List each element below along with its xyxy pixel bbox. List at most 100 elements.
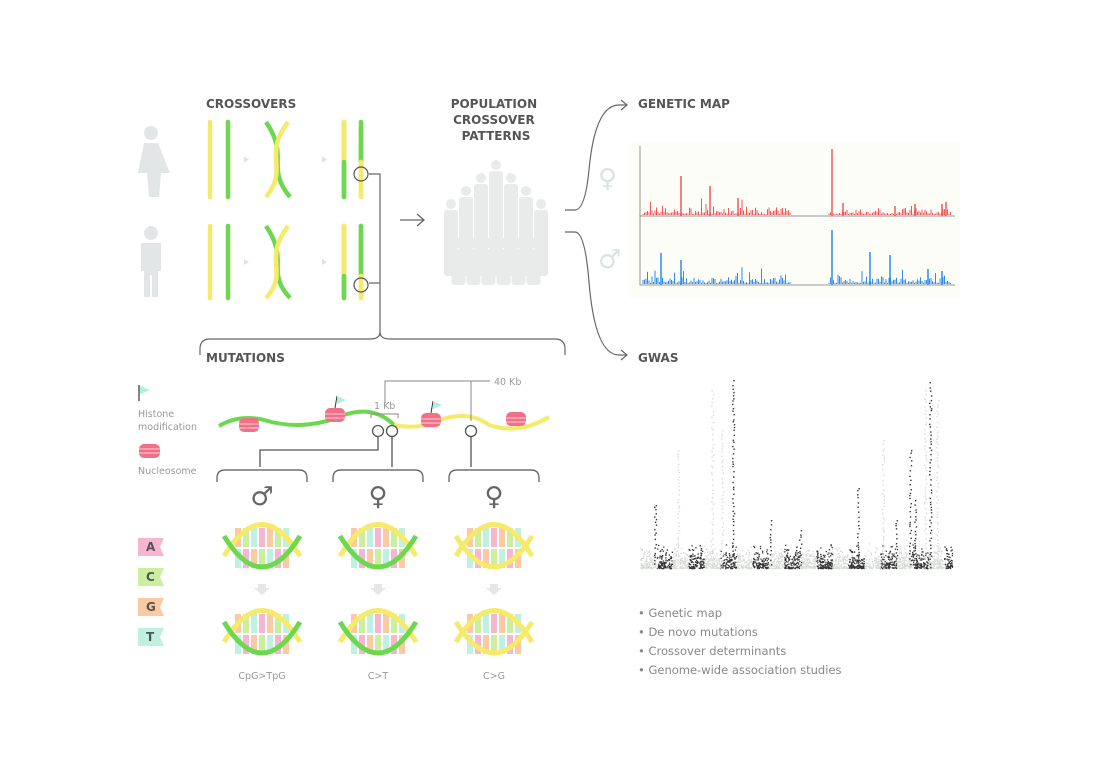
- gwas-point: [900, 564, 902, 566]
- gwas-point: [666, 549, 668, 551]
- gwas-point: [687, 554, 689, 556]
- gwas-point: [816, 565, 818, 567]
- gwas-point: [655, 564, 658, 566]
- gwas-peak-point: [711, 562, 714, 564]
- gwas-point: [677, 565, 679, 567]
- gwas-point: [683, 560, 686, 562]
- gwas-peak-point: [882, 484, 885, 486]
- gwas-point: [696, 564, 698, 567]
- gwas-point: [928, 566, 931, 568]
- gwas-point: [874, 556, 876, 559]
- gwas-point: [773, 560, 776, 562]
- gwas-point: [745, 553, 748, 555]
- gwas-point: [814, 560, 816, 562]
- gwas-point: [685, 566, 688, 568]
- gwas-peak-point: [678, 544, 680, 546]
- gwas-point: [784, 559, 787, 562]
- gwas-point: [710, 563, 712, 565]
- gwas-point: [838, 547, 841, 549]
- gwas-point: [814, 557, 816, 560]
- gwas-point: [766, 560, 768, 562]
- gwas-peak-point: [677, 469, 680, 471]
- gwas-point: [679, 561, 682, 564]
- gwas-point: [883, 559, 885, 561]
- gwas-point: [772, 564, 774, 567]
- gwas-peak-point: [732, 542, 734, 544]
- gwas-point: [690, 566, 693, 568]
- gwas-peak-point: [910, 559, 913, 562]
- distance-markers: [370, 380, 490, 421]
- gwas-peak-point: [930, 509, 933, 511]
- gwas-point: [817, 567, 819, 570]
- gwas-point: [845, 555, 847, 557]
- gwas-point: [914, 559, 916, 562]
- gwas-peak-point: [732, 550, 734, 552]
- gwas-point: [796, 565, 798, 567]
- gwas-peak-point: [924, 508, 927, 510]
- gwas-point: [681, 567, 684, 570]
- gwas-peak-point: [882, 508, 884, 510]
- gwas-point: [890, 558, 892, 560]
- gwas-point: [784, 544, 787, 547]
- gwas-point: [724, 558, 726, 561]
- gwas-point: [926, 565, 928, 568]
- gwas-peak-point: [937, 404, 939, 406]
- gwas-point: [672, 554, 675, 556]
- mutation-type-label: CpG>TpG: [238, 671, 285, 682]
- arrow-genetic-map-icon: [565, 104, 627, 211]
- person-icon: [536, 225, 546, 235]
- gwas-peak-point: [733, 553, 735, 555]
- gwas-peak-point: [655, 532, 657, 534]
- gwas-point: [660, 555, 662, 557]
- dna-helix-icon: [337, 522, 419, 570]
- gwas-point: [673, 562, 675, 564]
- gwas-point: [876, 558, 878, 560]
- gwas-point: [947, 563, 949, 565]
- gwas-point: [798, 563, 800, 565]
- gwas-peak-point: [930, 459, 932, 461]
- gwas-point: [872, 566, 875, 568]
- gwas-point: [895, 556, 897, 558]
- gwas-point: [695, 547, 697, 549]
- gwas-point: [883, 566, 885, 568]
- gwas-point: [940, 555, 942, 557]
- gwas-point: [820, 567, 822, 569]
- gwas-point: [877, 564, 879, 566]
- gwas-point: [836, 564, 838, 566]
- gwas-point: [650, 561, 652, 564]
- gwas-point: [757, 559, 760, 561]
- gwas-peak-point: [732, 384, 734, 387]
- gwas-point: [900, 551, 902, 554]
- gwas-point: [675, 561, 677, 563]
- gwas-point: [892, 563, 895, 565]
- gwas-peak-point: [937, 499, 940, 501]
- gwas-point: [740, 566, 743, 569]
- gwas-point: [867, 562, 869, 565]
- gwas-point: [669, 557, 671, 560]
- gwas-point: [700, 566, 702, 569]
- gwas-point: [898, 567, 900, 569]
- gwas-point: [871, 562, 874, 564]
- dna-helix-icon: [337, 608, 419, 656]
- gwas-point: [674, 559, 676, 561]
- gwas-point: [790, 562, 792, 564]
- gwas-point: [827, 553, 829, 556]
- gwas-point: [938, 549, 941, 551]
- gwas-point: [746, 562, 748, 564]
- person-icon: [461, 225, 471, 235]
- group-bracket: [448, 469, 540, 482]
- gwas-point: [765, 564, 767, 566]
- gwas-point: [686, 560, 688, 562]
- gwas-point: [684, 565, 687, 567]
- gwas-point: [916, 567, 919, 569]
- gwas-point: [899, 559, 902, 561]
- gwas-peak-point: [654, 528, 656, 531]
- gwas-point: [931, 562, 933, 565]
- gwas-point: [660, 564, 663, 566]
- gwas-point: [698, 557, 700, 559]
- gwas-point: [696, 562, 699, 565]
- gwas-point: [725, 544, 728, 546]
- gwas-peak-point: [677, 513, 679, 515]
- gwas-peak-point: [937, 550, 939, 552]
- gwas-peak-point: [857, 544, 859, 546]
